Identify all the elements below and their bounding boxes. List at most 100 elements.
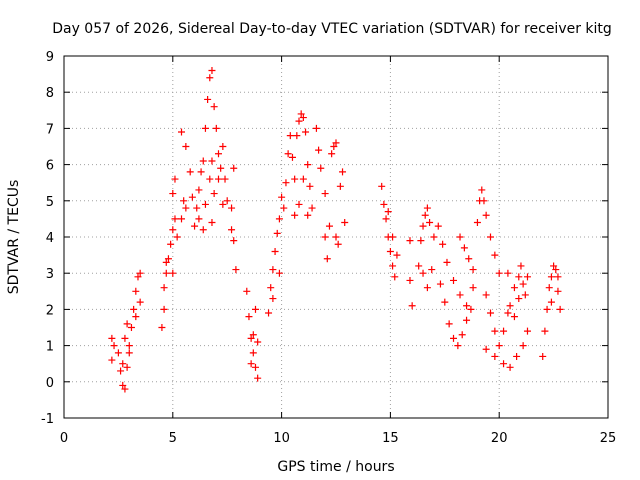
data-point <box>480 197 488 205</box>
data-point <box>382 215 390 223</box>
data-point <box>295 200 303 208</box>
data-point <box>391 273 399 281</box>
data-point <box>308 204 316 212</box>
data-point <box>547 273 555 281</box>
data-point <box>552 266 560 274</box>
data-point <box>210 103 218 111</box>
data-point <box>423 204 431 212</box>
data-point <box>297 110 305 118</box>
data-point <box>500 360 508 368</box>
data-point <box>543 305 551 313</box>
data-point <box>380 200 388 208</box>
plot-frame <box>63 55 609 419</box>
axis-ticks: -1 0 1 2 3 4 5 6 7 8 9 0 5 10 15 20 25 <box>41 50 616 446</box>
data-point <box>201 124 209 132</box>
x-axis-label: GPS time / hours <box>277 459 394 475</box>
data-point <box>408 302 416 310</box>
data-point <box>315 146 323 154</box>
data-point <box>513 352 521 360</box>
x-tick-label: 5 <box>169 431 177 446</box>
data-point <box>188 193 196 201</box>
data-point <box>114 349 122 357</box>
data-point <box>304 161 312 169</box>
data-point <box>469 284 477 292</box>
data-point <box>119 381 127 389</box>
y-axis-label: SDTVAR / TECUs <box>6 180 22 295</box>
data-point <box>441 298 449 306</box>
data-point <box>515 295 523 303</box>
data-point <box>136 269 144 277</box>
data-point <box>445 320 453 328</box>
data-point <box>160 284 168 292</box>
data-point <box>443 258 451 266</box>
data-point <box>214 175 222 183</box>
data-point <box>389 233 397 241</box>
data-point <box>288 153 296 161</box>
data-point <box>171 215 179 223</box>
data-point <box>384 208 392 216</box>
data-point <box>217 164 225 172</box>
data-point <box>539 352 547 360</box>
data-point <box>121 385 129 393</box>
data-point <box>491 251 499 259</box>
data-point <box>221 175 229 183</box>
data-point <box>469 266 477 274</box>
data-point <box>108 334 116 342</box>
data-point <box>208 219 216 227</box>
x-tick-label: 15 <box>382 431 399 446</box>
data-point <box>204 95 212 103</box>
data-point <box>169 226 177 234</box>
data-point <box>523 327 531 335</box>
data-point <box>254 338 262 346</box>
data-point <box>521 291 529 299</box>
data-point <box>330 143 338 150</box>
data-point <box>556 305 564 313</box>
data-point <box>186 168 194 176</box>
data-point <box>450 334 458 342</box>
data-point <box>278 193 286 201</box>
data-point <box>230 237 238 245</box>
data-point <box>195 186 203 194</box>
x-tick-label: 10 <box>273 431 290 446</box>
data-point <box>299 114 307 122</box>
data-point <box>541 327 549 335</box>
data-point <box>275 269 283 277</box>
data-point <box>230 164 238 172</box>
data-point <box>197 168 205 176</box>
data-point <box>169 269 177 277</box>
data-point <box>419 269 427 277</box>
data-point <box>273 229 281 237</box>
data-point <box>169 190 177 198</box>
data-point <box>473 219 481 227</box>
grid <box>64 56 608 418</box>
data-point <box>506 302 514 310</box>
data-point <box>110 342 118 350</box>
data-point <box>251 305 259 313</box>
data-point <box>219 143 227 150</box>
data-point <box>419 222 427 230</box>
data-point <box>195 215 203 223</box>
data-point <box>269 295 277 303</box>
data-point <box>500 327 508 335</box>
data-point <box>393 251 401 259</box>
data-point <box>249 331 257 339</box>
data-point <box>389 262 397 270</box>
data-point <box>491 327 499 335</box>
data-point <box>550 262 558 270</box>
data-point <box>178 215 186 223</box>
data-point <box>302 128 310 136</box>
y-tick-label: 9 <box>46 50 54 65</box>
data-point <box>510 313 518 321</box>
data-point <box>132 313 140 321</box>
data-point <box>423 284 431 292</box>
data-point <box>378 182 386 190</box>
data-point <box>180 197 188 205</box>
data-point <box>243 287 251 295</box>
data-point <box>323 255 331 263</box>
data-point <box>515 273 523 281</box>
data-point <box>210 190 218 198</box>
y-tick-label: 7 <box>46 122 54 137</box>
data-point <box>458 331 466 339</box>
data-point <box>219 200 227 208</box>
data-point <box>482 291 490 299</box>
